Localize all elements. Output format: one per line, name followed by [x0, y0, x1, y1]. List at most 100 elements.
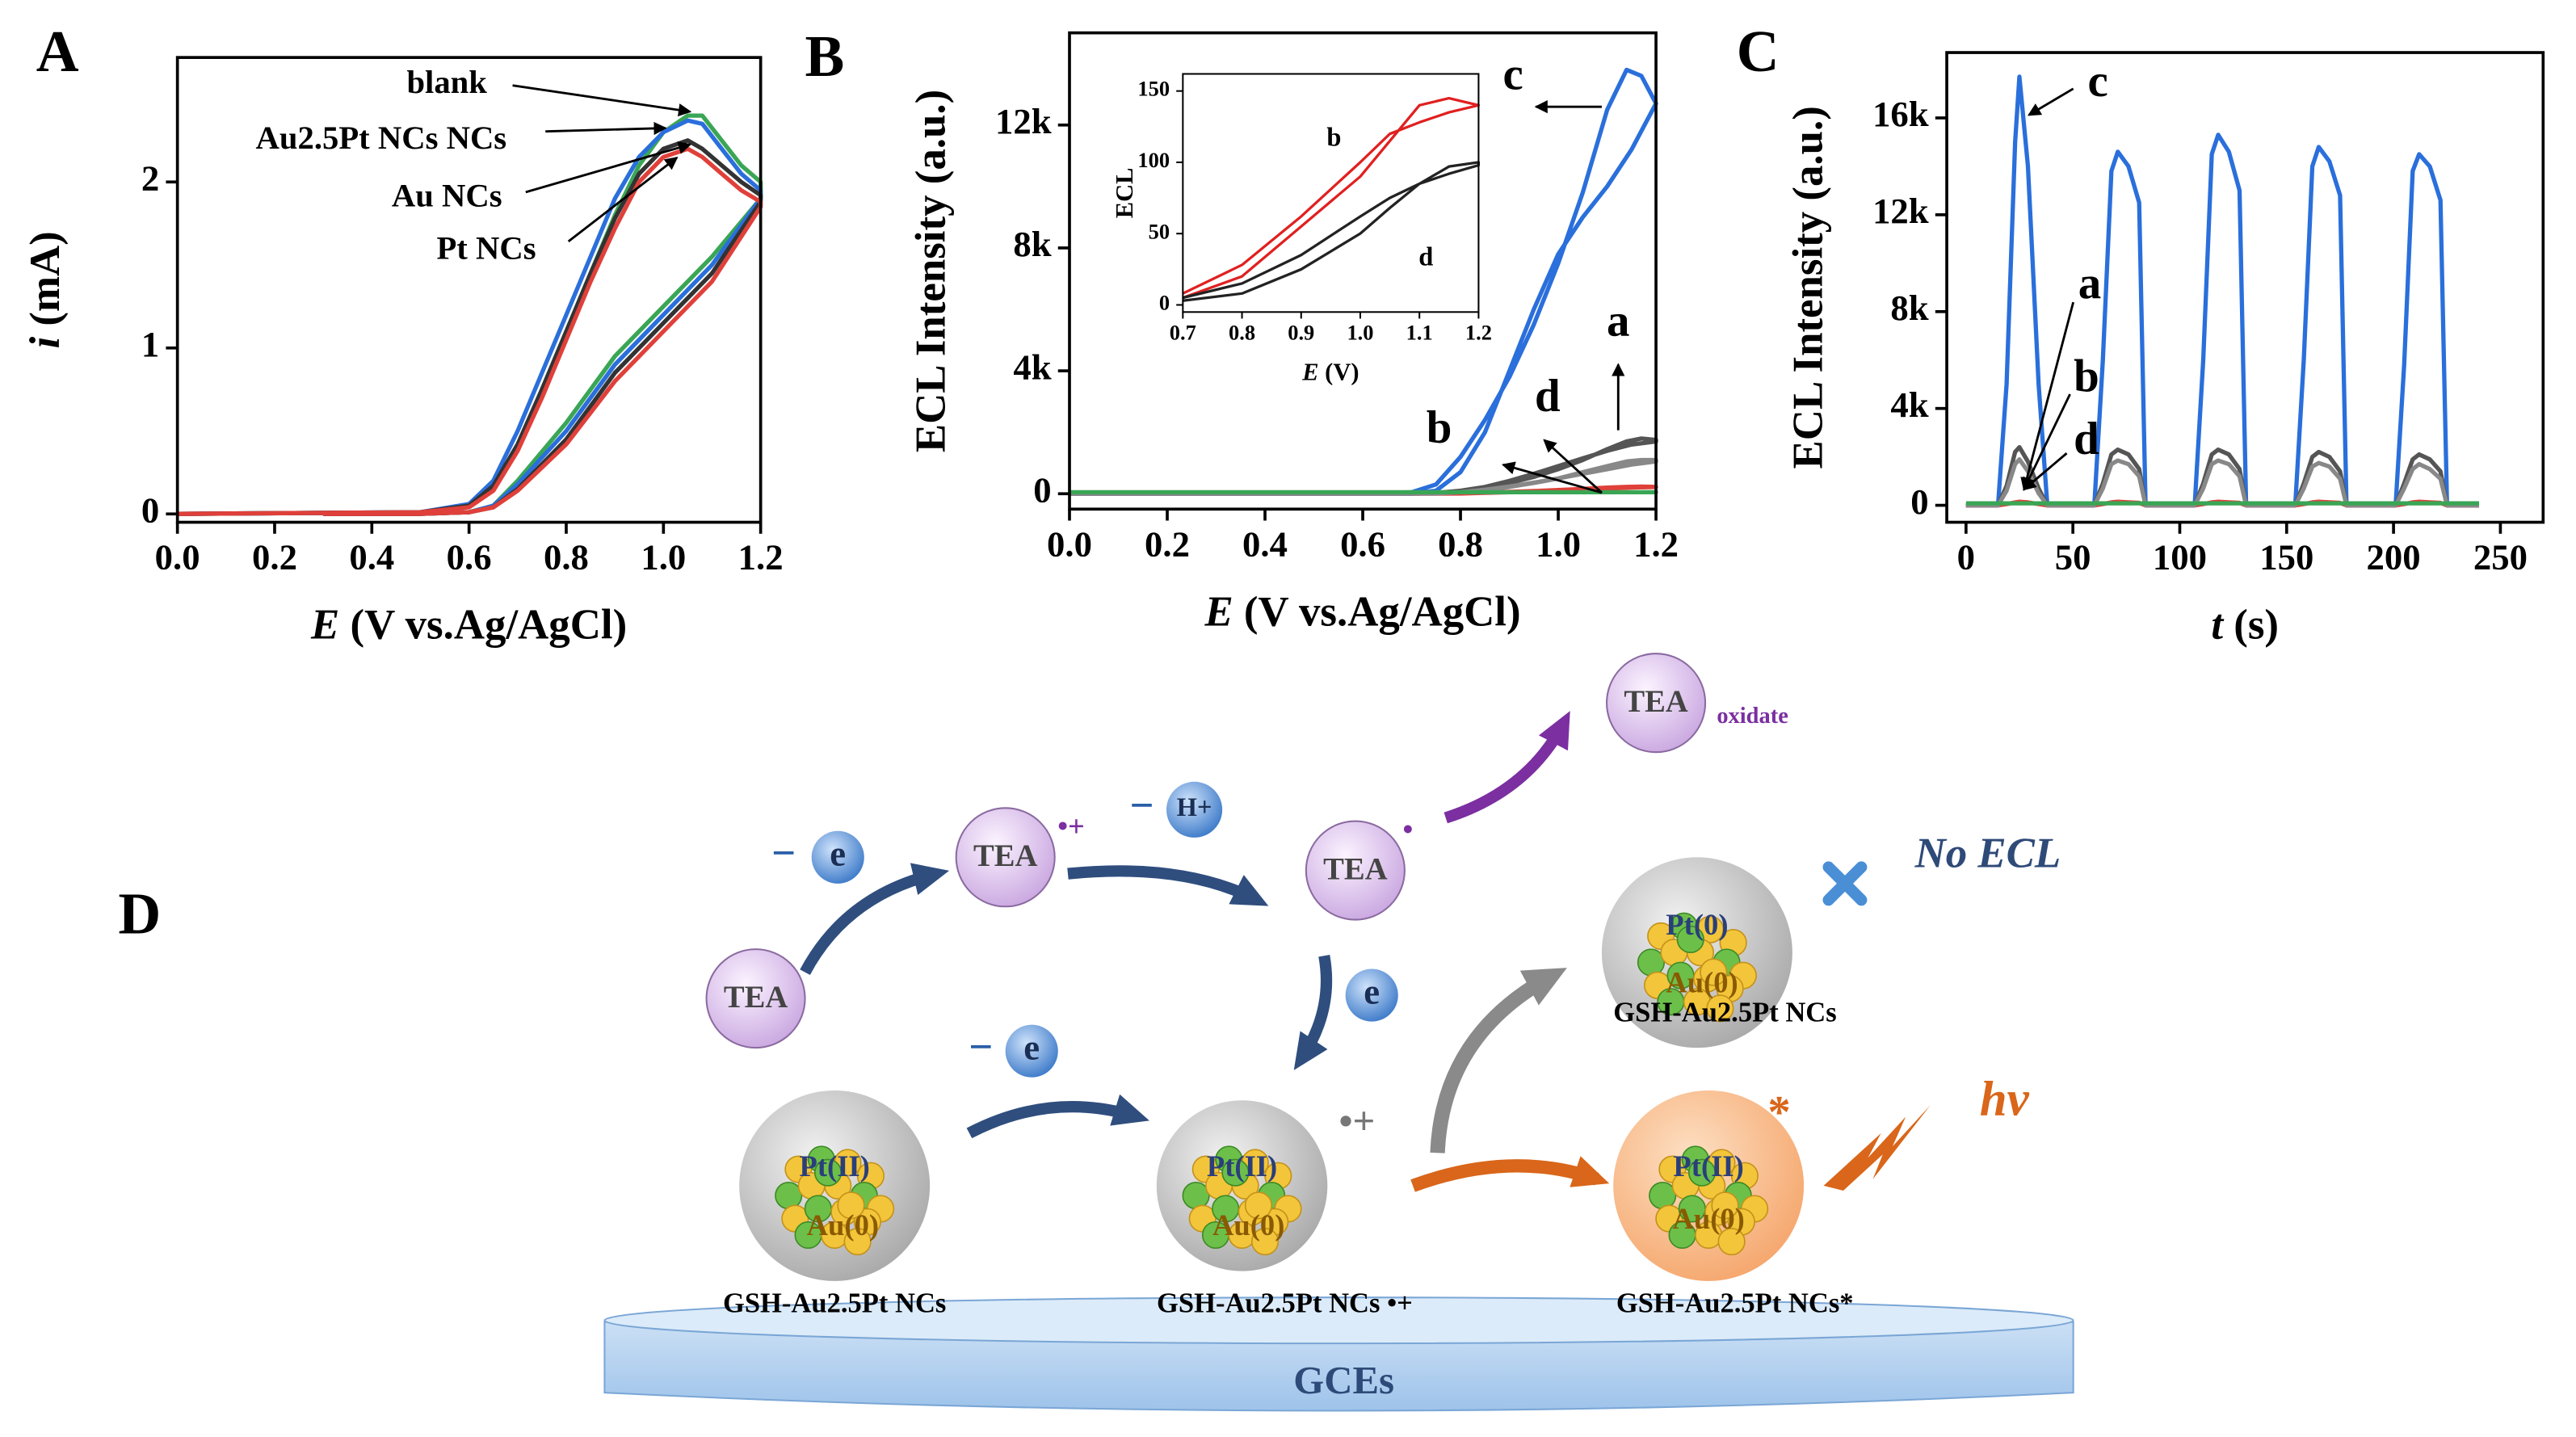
x-tick-label: 1.0 [641, 537, 686, 578]
y-tick-label: 0 [1159, 291, 1170, 315]
electron [1345, 969, 1398, 1022]
axis-unit: (V vs.Ag/AgCl) [1244, 589, 1521, 636]
axis-unit: (mA) [22, 231, 69, 326]
arrow [966, 1094, 1149, 1139]
chart: 0.7 0.8 0.9 1.0 1.1 1.2 0 50 100 150 b d [1137, 73, 1492, 344]
x-tick-label: 0.9 [1288, 320, 1314, 344]
x-tick-label: 50 [2055, 537, 2091, 578]
label-arrow [525, 141, 692, 194]
axis-unit: (s) [2234, 602, 2279, 649]
core-label: Au(0) [807, 1208, 879, 1242]
electron [811, 830, 864, 884]
y-tick-label: 4k [1013, 347, 1051, 387]
arrow [1443, 711, 1570, 824]
tea-sphere [1305, 820, 1406, 921]
tea-label: TEA [973, 839, 1038, 873]
x-tick-label: 1.0 [1536, 523, 1581, 564]
series-label: Au NCs [392, 177, 502, 213]
series-line [1069, 67, 1658, 496]
chart: 0.0 0.2 0.4 0.6 0.8 1.0 1.2 0 1 2 blank Au2.5Pt NCs… [36, 19, 784, 578]
scheme: D GCEs TEA TEA •+ TEA • TEA oxidate − e … [118, 653, 2074, 1412]
core-label: Au(0) [1672, 1202, 1744, 1235]
arrow [1067, 865, 1269, 906]
x-axis-label: E (V) [1301, 359, 1359, 386]
x-tick-label: 1.1 [1406, 320, 1433, 344]
tea-label: TEA [1624, 685, 1688, 719]
step-symbol: e [1364, 971, 1380, 1011]
charge-label: •+ [1057, 809, 1085, 842]
tea-sphere [705, 948, 806, 1049]
x-axis-label: E (V vs.Ag/AgCl) [310, 602, 627, 649]
x-tick-label: 100 [2153, 537, 2207, 578]
y-tick-label: 150 [1137, 77, 1170, 101]
proton [1166, 781, 1223, 838]
core-label: Pt(II) [1207, 1149, 1277, 1183]
nanoparticle-atom [1706, 994, 1734, 1023]
electrode-top [603, 1296, 2074, 1345]
nanoparticle-atom [1221, 1158, 1250, 1187]
panel-label: D [118, 880, 161, 946]
cross [1822, 861, 1868, 906]
series-label: d [2074, 414, 2099, 464]
step-symbol: e [1023, 1027, 1040, 1067]
y-axis-label: ECL Intensity (a.u.) [907, 90, 954, 452]
chart: 0.0 0.2 0.4 0.6 0.8 1.0 1.2 0 4k 8k 12k a b c d B [805, 23, 1679, 564]
cluster-name: GSH-Au2.5Pt NCs •+ [1157, 1288, 1413, 1318]
axis-unit: (V) [1325, 359, 1359, 386]
series-line [177, 146, 763, 516]
label-arrow [2023, 452, 2068, 491]
x-tick-label: 0.8 [1438, 523, 1483, 564]
y-tick-label: 2 [141, 158, 159, 199]
x-tick-label: 250 [2473, 537, 2528, 578]
axis-unit: (V vs.Ag/AgCl) [351, 602, 628, 649]
x-tick-label: 0.4 [1242, 523, 1288, 564]
electron [1005, 1024, 1058, 1078]
label-arrow [1543, 439, 1603, 494]
y-tick-label: 4k [1890, 384, 1928, 425]
x-tick-label: 200 [2367, 537, 2421, 578]
y-axis-label: ECL Intensity (a.u.) [1784, 106, 1831, 468]
series-label: Au2.5Pt NCs NCs [256, 120, 507, 156]
series-line [1965, 74, 2480, 508]
tea: TEA TEA •+ TEA • TEA oxidate [705, 653, 1788, 1049]
nanoparticle-atom [1717, 1227, 1746, 1256]
series-label: Pt NCs [436, 229, 536, 266]
y-tick-label: 16k [1872, 94, 1929, 134]
label-arrow [545, 121, 667, 136]
light-emission [1823, 1105, 1931, 1191]
arrow [1430, 968, 1567, 1153]
x-tick-label: 1.2 [738, 537, 784, 578]
x-tick-label: 0 [1957, 537, 1975, 578]
core-label: Pt(II) [1673, 1149, 1743, 1183]
inset-background [1183, 74, 1479, 313]
x-tick-label: 0.8 [1229, 320, 1255, 344]
arrow [1293, 955, 1333, 1070]
core-label: Pt(0) [1666, 908, 1728, 941]
axis-symbol: E [1301, 359, 1318, 386]
x-tick-label: 0.6 [1340, 523, 1385, 564]
panel-label: A [36, 19, 79, 84]
clusters [739, 857, 1805, 1281]
x-tick-label: 1.2 [1633, 523, 1679, 564]
series-label: a [1607, 296, 1629, 347]
tea-label: TEA [1323, 852, 1388, 886]
oxidate-label: oxidate [1717, 704, 1788, 729]
series-label: b [1427, 402, 1452, 453]
axis-symbol: E [1204, 589, 1233, 636]
x-tick-label: 150 [2259, 537, 2313, 578]
x-tick-label: 0.0 [1047, 523, 1092, 564]
cluster-name: GSH-Au2.5Pt NCs* [1616, 1288, 1854, 1318]
core-label: Au(0) [1666, 965, 1738, 998]
plot-frame [175, 56, 763, 524]
core-label: Au(0) [1212, 1208, 1284, 1242]
axis-symbol: E [310, 602, 339, 649]
label-arrow [512, 84, 692, 117]
y-tick-label: 0 [1910, 481, 1928, 522]
nanoparticle-atom [1250, 1227, 1280, 1256]
x-tick-label: 1.0 [1347, 320, 1373, 344]
no-ecl-label: No ECL [1914, 830, 2061, 876]
x-tick-label: 0.8 [544, 537, 589, 578]
nanoparticle-atom [837, 1191, 865, 1220]
